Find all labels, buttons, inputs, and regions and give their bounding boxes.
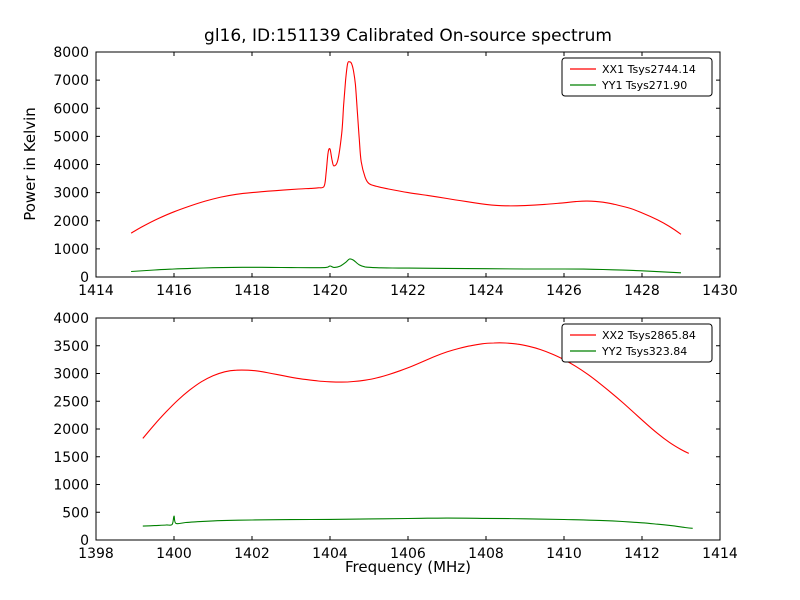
x-tick-label: 1414 xyxy=(702,546,738,562)
y-tick-label: 500 xyxy=(62,505,89,521)
x-tick-label: 1418 xyxy=(234,283,270,299)
x-tick-label: 1412 xyxy=(624,546,660,562)
x-tick-label: 1408 xyxy=(468,546,504,562)
x-tick-label: 1428 xyxy=(624,283,660,299)
chart-title: gl16, ID:151139 Calibrated On-source spe… xyxy=(204,26,612,46)
x-tick-label: 1430 xyxy=(702,283,738,299)
legend-label: XX2 Tsys2865.84 xyxy=(602,329,696,342)
x-tick-label: 1426 xyxy=(546,283,582,299)
axes-frame xyxy=(95,51,721,278)
x-tick-label: 1424 xyxy=(468,283,504,299)
y-tick-label: 3000 xyxy=(53,367,89,383)
x-axis-label: Frequency (MHz) xyxy=(344,558,472,576)
legend-label: YY1 Tsys271.90 xyxy=(601,79,687,92)
x-tick-label: 1410 xyxy=(546,546,582,562)
x-tick-label: 1420 xyxy=(312,283,348,299)
series-yy1 xyxy=(131,258,682,274)
legend-box xyxy=(561,323,713,363)
axes-frame xyxy=(95,317,721,541)
y-tick-label: 5000 xyxy=(53,129,89,145)
legend: XX2 Tsys2865.84 YY2 Tsys323.84 xyxy=(561,323,713,363)
top-subplot: 1414 1416 1418 1420 1422 1424 1426 1428 1430 0 100… xyxy=(53,45,737,299)
x-tick-label: 1398 xyxy=(78,546,114,562)
y-tick-label: 7000 xyxy=(53,73,89,89)
legend-label: YY2 Tsys323.84 xyxy=(601,345,687,358)
y-tick-label: 0 xyxy=(80,270,89,286)
x-tick-label: 1402 xyxy=(234,546,270,562)
x-tick-label: 1404 xyxy=(312,546,348,562)
x-tick-label: 1416 xyxy=(156,283,192,299)
series-xx1 xyxy=(130,61,682,235)
y-tick-label: 3500 xyxy=(53,339,89,355)
y-tick-label: 6000 xyxy=(53,101,89,117)
y-tick-label: 4000 xyxy=(53,311,89,327)
y-tick-label: 1500 xyxy=(53,450,89,466)
y-tick-label: 8000 xyxy=(53,45,89,61)
y-tick-label: 0 xyxy=(80,533,89,549)
legend: XX1 Tsys2744.14 YY1 Tsys271.90 xyxy=(561,57,713,97)
bottom-subplot: 1398 1400 1402 1404 1406 1408 1410 1412 1414 0 500… xyxy=(53,311,738,562)
y-tick-label: 1000 xyxy=(53,242,89,258)
legend-label: XX1 Tsys2744.14 xyxy=(602,63,696,76)
series-yy2 xyxy=(142,515,693,529)
x-tick-label: 1414 xyxy=(78,283,114,299)
y-tick-label: 3000 xyxy=(53,186,89,202)
series-xx2 xyxy=(142,342,690,454)
x-tick-label: 1400 xyxy=(156,546,192,562)
y-tick-label: 2000 xyxy=(53,214,89,230)
x-tick-label: 1406 xyxy=(390,546,426,562)
x-tick-label: 1422 xyxy=(390,283,426,299)
y-tick-label: 2500 xyxy=(53,394,89,410)
y-tick-label: 2000 xyxy=(53,422,89,438)
y-tick-label: 1000 xyxy=(53,478,89,494)
y-axis-label: Power in Kelvin xyxy=(21,107,39,221)
y-tick-label: 4000 xyxy=(53,158,89,174)
legend-box xyxy=(561,57,713,97)
